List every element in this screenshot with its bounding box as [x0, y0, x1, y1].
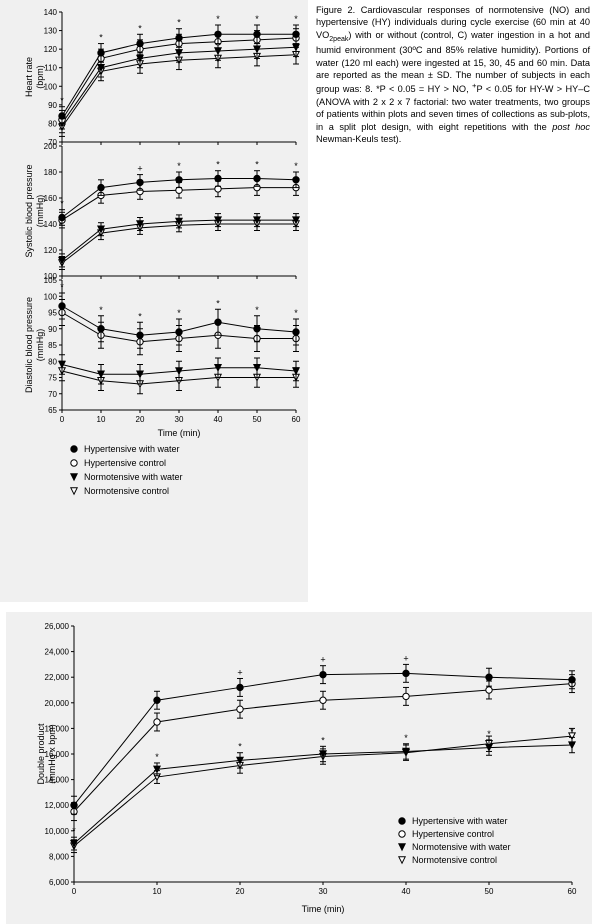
svg-text:Heart rate(bpm): Heart rate(bpm)	[24, 57, 45, 97]
svg-text:*: *	[255, 14, 259, 24]
svg-text:105: 105	[44, 276, 58, 285]
figure-2-caption: Figure 2. Cardiovascular responses of no…	[308, 0, 598, 602]
svg-text:40: 40	[214, 415, 223, 424]
double-product-chart-svg: 6,0008,00010,00012,00014,00016,00018,000…	[12, 618, 586, 918]
svg-text:*: *	[155, 752, 159, 762]
svg-text:80: 80	[48, 119, 57, 128]
caption-after-posthoc: Newman-Keuls test).	[316, 134, 401, 144]
cardio-charts-svg: 708090100110120130140Heart rate(bpm)****…	[4, 6, 304, 596]
svg-text:200: 200	[44, 142, 58, 151]
svg-text:*: *	[60, 96, 64, 106]
svg-text:90: 90	[48, 325, 57, 334]
svg-text:90: 90	[48, 101, 57, 110]
svg-text:140: 140	[44, 8, 58, 17]
svg-text:Hypertensive control: Hypertensive control	[84, 458, 166, 468]
svg-text:120: 120	[44, 45, 58, 54]
caption-posthoc: post hoc	[552, 122, 590, 132]
svg-text:Normotensive with water: Normotensive with water	[84, 472, 183, 482]
figure-bottom-panel: 6,0008,00010,00012,00014,00016,00018,000…	[6, 612, 592, 924]
svg-text:*: *	[177, 161, 181, 171]
svg-text:*: *	[138, 311, 142, 321]
svg-text:180: 180	[44, 168, 58, 177]
svg-text:*: *	[570, 726, 574, 736]
svg-text:Double product(mmHg x bpm): Double product(mmHg x bpm)	[36, 723, 57, 785]
svg-text:*: *	[487, 729, 491, 739]
svg-text:Normotensive control: Normotensive control	[84, 486, 169, 496]
svg-text:12,000: 12,000	[45, 801, 70, 810]
svg-text:60: 60	[568, 887, 577, 896]
svg-text:Systolic blood pressure(mmHg): Systolic blood pressure(mmHg)	[24, 164, 45, 257]
svg-text:70: 70	[48, 390, 57, 399]
svg-text:*: *	[238, 742, 242, 752]
svg-text:60: 60	[292, 415, 301, 424]
svg-text:85: 85	[48, 341, 57, 350]
svg-text:*: *	[321, 735, 325, 745]
svg-text:*: *	[294, 14, 298, 24]
svg-text:40: 40	[402, 887, 411, 896]
svg-text:*: *	[72, 826, 76, 836]
svg-text:*: *	[60, 199, 64, 209]
svg-text:160: 160	[44, 194, 58, 203]
svg-text:*: *	[99, 33, 103, 43]
svg-text:20: 20	[136, 415, 145, 424]
svg-text:*: *	[216, 298, 220, 308]
svg-text:50: 50	[485, 887, 494, 896]
svg-text:*: *	[255, 160, 259, 170]
svg-text:80: 80	[48, 357, 57, 366]
svg-text:*: *	[216, 160, 220, 170]
svg-text:10: 10	[97, 415, 106, 424]
svg-text:0: 0	[60, 415, 65, 424]
figure-2-top-panel: 708090100110120130140Heart rate(bpm)****…	[0, 0, 308, 602]
svg-text:24,000: 24,000	[45, 648, 70, 657]
svg-text:+: +	[403, 653, 408, 663]
svg-text:6,000: 6,000	[49, 878, 70, 887]
svg-text:8,000: 8,000	[49, 852, 70, 861]
svg-text:Time (min): Time (min)	[302, 904, 345, 914]
svg-text:30: 30	[175, 415, 184, 424]
svg-text:65: 65	[48, 406, 57, 415]
svg-text:*: *	[60, 282, 64, 292]
svg-text:20: 20	[236, 887, 245, 896]
svg-text:100: 100	[44, 82, 58, 91]
svg-text:26,000: 26,000	[45, 622, 70, 631]
svg-text:75: 75	[48, 374, 57, 383]
svg-text:10: 10	[153, 887, 162, 896]
svg-text:*: *	[404, 733, 408, 743]
svg-text:130: 130	[44, 27, 58, 36]
svg-text:30: 30	[319, 887, 328, 896]
top-section: 708090100110120130140Heart rate(bpm)****…	[0, 0, 598, 602]
svg-text:50: 50	[253, 415, 262, 424]
svg-text:110: 110	[44, 64, 57, 73]
svg-text:*: *	[255, 305, 259, 315]
svg-text:20,000: 20,000	[45, 699, 70, 708]
svg-text:0: 0	[72, 887, 77, 896]
svg-text:*: *	[294, 161, 298, 171]
svg-text:Diastolic blood pressure(mmHg): Diastolic blood pressure(mmHg)	[24, 297, 45, 393]
svg-text:+: +	[237, 667, 242, 677]
svg-text:Normotensive with water: Normotensive with water	[412, 842, 511, 852]
svg-text:*: *	[99, 305, 103, 315]
svg-text:*: *	[138, 23, 142, 33]
caption-sub: 2peak	[329, 36, 348, 43]
svg-text:100: 100	[44, 292, 58, 301]
svg-text:120: 120	[44, 246, 58, 255]
svg-text:Hypertensive control: Hypertensive control	[412, 829, 494, 839]
svg-text:Normotensive control: Normotensive control	[412, 855, 497, 865]
svg-text:*: *	[177, 308, 181, 318]
svg-text:*: *	[294, 308, 298, 318]
svg-text:+: +	[137, 164, 142, 174]
svg-text:Time (min): Time (min)	[158, 428, 201, 438]
svg-text:22,000: 22,000	[45, 673, 70, 682]
svg-text:10,000: 10,000	[45, 827, 70, 836]
svg-text:Hypertensive with water: Hypertensive with water	[412, 816, 508, 826]
svg-text:95: 95	[48, 309, 57, 318]
svg-text:Hypertensive with water: Hypertensive with water	[84, 444, 180, 454]
svg-text:140: 140	[44, 220, 58, 229]
svg-text:*: *	[216, 14, 220, 24]
svg-text:+: +	[320, 655, 325, 665]
svg-text:*: *	[177, 18, 181, 28]
